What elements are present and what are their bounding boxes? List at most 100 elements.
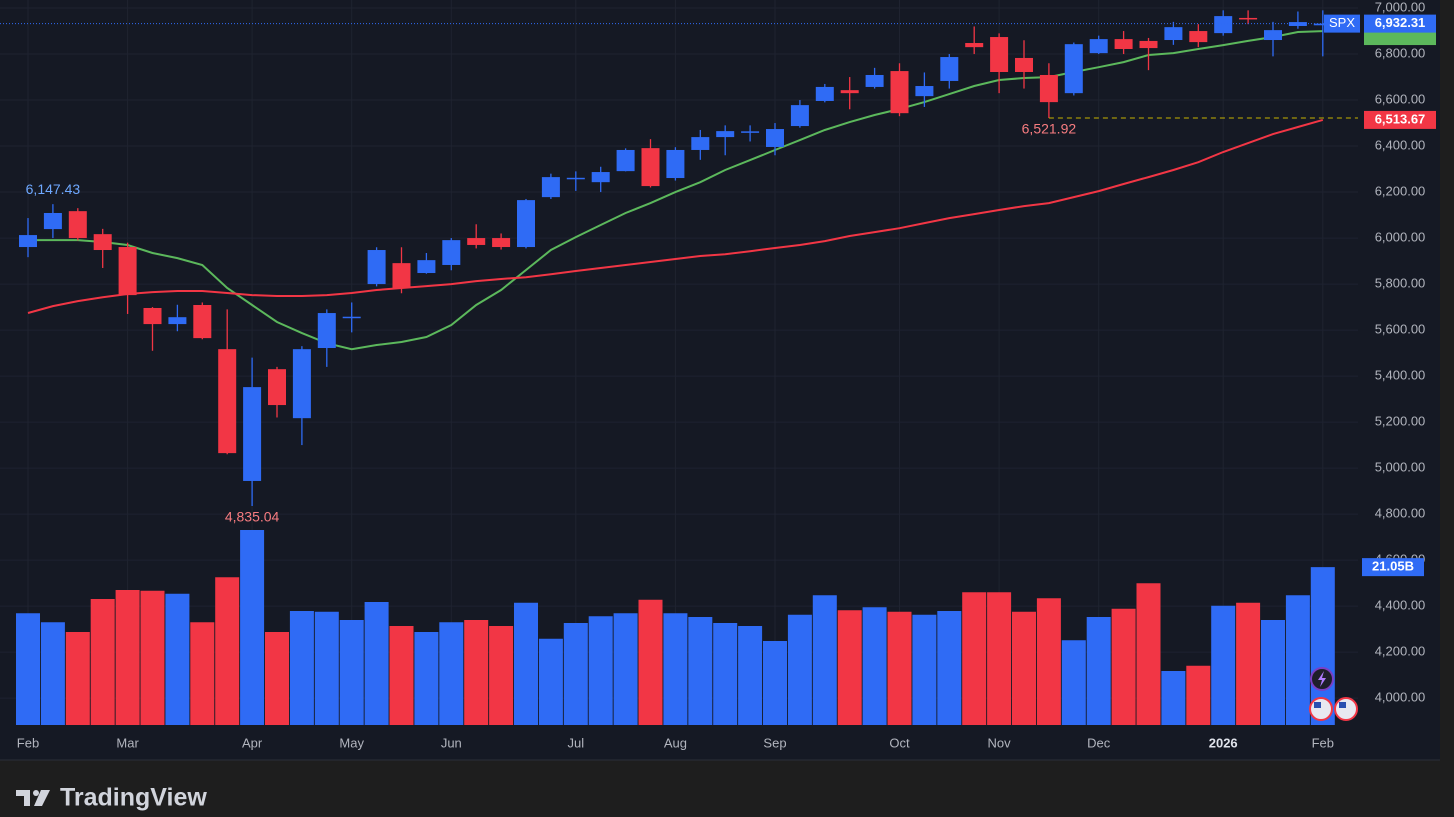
volume-badge (1362, 558, 1424, 577)
volume-bar (538, 638, 563, 725)
volume-bar (40, 622, 65, 725)
volume-bar (165, 593, 190, 725)
candle-body (1189, 31, 1208, 43)
volume-bar (887, 611, 912, 725)
volume-bar (837, 610, 862, 725)
candle-body (218, 349, 237, 454)
y-tick-label: 6,600.00 (1375, 91, 1426, 106)
moving-average-line (27, 118, 1324, 314)
candle-body (1114, 39, 1133, 49)
candle-body (43, 212, 62, 230)
candle-body (517, 200, 535, 248)
candle-body (1214, 16, 1233, 34)
volume-bar (140, 590, 165, 725)
volume-bar (514, 602, 538, 725)
volume-bar (862, 607, 887, 725)
volume-bar (1211, 605, 1236, 725)
volume-bar (16, 613, 40, 725)
candle-body (243, 387, 262, 481)
y-tick-label: 5,400.00 (1375, 368, 1426, 383)
candle-body (442, 240, 461, 265)
candle-body (19, 235, 37, 248)
volume-bar (364, 602, 389, 725)
event-icon[interactable] (1334, 697, 1358, 721)
y-tick-label: 7,000.00 (1375, 0, 1426, 14)
candle-body (566, 177, 585, 180)
volume-bar (1236, 602, 1261, 725)
candle-body (1239, 17, 1258, 20)
event-icon[interactable] (1309, 697, 1333, 721)
volume-bar (563, 623, 588, 725)
x-tick-label: Jul (567, 735, 584, 750)
candle-body (1139, 40, 1158, 49)
volume-bar (1186, 665, 1211, 725)
candle-body (840, 90, 859, 94)
lightning-icon (1318, 671, 1326, 687)
candle-body (940, 57, 959, 81)
extreme-label: 4,835.04 (225, 509, 280, 525)
candle-body (367, 250, 386, 285)
extreme-label: 6,147.43 (26, 181, 81, 197)
volume-bar (240, 530, 265, 725)
symbol-badge (1324, 14, 1360, 33)
x-tick-label: Sep (763, 735, 786, 750)
volume-bar (1086, 617, 1111, 725)
candle-body (1039, 74, 1058, 103)
candle-body (965, 43, 984, 48)
candle-body (1313, 23, 1332, 26)
y-tick-label: 5,200.00 (1375, 414, 1426, 429)
volume-badge-label: 21.05B (1372, 559, 1414, 574)
x-tick-label: Jun (441, 735, 462, 750)
y-tick-label: 6,400.00 (1375, 137, 1426, 152)
candle-body (716, 131, 735, 138)
volume-pane (16, 530, 1335, 725)
candle-body (890, 71, 909, 114)
x-tick-label: 2026 (1209, 735, 1238, 750)
price-badge-label: 6,932.31 (1375, 15, 1426, 30)
volume-bar (1161, 671, 1186, 725)
volume-bar (1111, 608, 1136, 725)
volume-bar (1285, 595, 1310, 725)
volume-bar (1012, 611, 1036, 725)
candle-body (467, 238, 486, 245)
candle-body (118, 247, 137, 296)
candle-body (591, 172, 610, 183)
candle-body (915, 86, 934, 97)
candle-body (865, 74, 884, 87)
volume-bar (190, 622, 215, 725)
candle-body (93, 234, 112, 251)
candle-body (790, 105, 809, 127)
candle-body (1164, 27, 1183, 41)
candle-body (317, 313, 336, 349)
volume-bar (738, 626, 763, 725)
candle-body (292, 349, 311, 419)
ma-badge-label: 6,513.67 (1375, 111, 1426, 126)
y-tick-label: 5,000.00 (1375, 460, 1426, 475)
brand-name: TradingView (60, 784, 207, 812)
volume-bar (464, 620, 489, 725)
y-tick-label: 6,800.00 (1375, 45, 1426, 60)
volume-bar (713, 623, 738, 725)
logo-mark (16, 790, 30, 806)
candle-body (815, 86, 834, 101)
candle-body (1264, 30, 1282, 41)
logo-mark (34, 790, 50, 806)
volume-bar (937, 611, 962, 725)
candle-body (342, 316, 361, 319)
candle-body (741, 131, 760, 133)
candle-body (990, 37, 1009, 72)
event-icons (1309, 667, 1358, 721)
x-tick-label: Feb (1312, 735, 1334, 750)
candle-body (168, 317, 187, 325)
volume-bar (314, 611, 339, 725)
volume-bar (265, 632, 289, 725)
y-tick-label: 4,200.00 (1375, 644, 1426, 659)
candle-body (1288, 22, 1307, 26)
candle-body (616, 149, 635, 172)
candle-body (691, 137, 710, 150)
candle-body (268, 369, 286, 406)
volume-bar (638, 599, 663, 725)
candle-body (541, 177, 560, 198)
